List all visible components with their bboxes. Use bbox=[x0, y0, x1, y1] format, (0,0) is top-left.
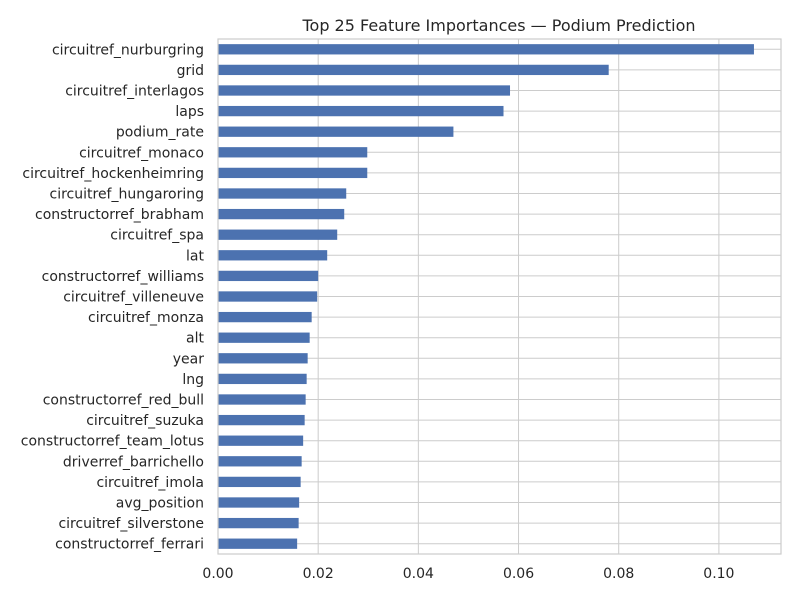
y-tick-label: alt bbox=[186, 331, 204, 347]
y-tick-label: constructorref_team_lotus bbox=[21, 434, 204, 450]
x-tick-label: 0.02 bbox=[303, 566, 334, 582]
bar-circuitref_monaco bbox=[218, 147, 368, 158]
bar-avg_position bbox=[218, 497, 300, 508]
x-tick-label: 0.08 bbox=[603, 566, 634, 582]
bars bbox=[218, 44, 754, 549]
bar-circuitref_villeneuve bbox=[218, 291, 318, 302]
y-tick-label: constructorref_williams bbox=[42, 269, 204, 285]
bar-grid bbox=[218, 64, 609, 76]
y-tick-label: year bbox=[173, 351, 204, 367]
bar-constructorref_brabham bbox=[218, 208, 345, 220]
bar-lng bbox=[218, 373, 307, 385]
y-tick-label: circuitref_interlagos bbox=[65, 84, 204, 100]
y-tick-label: circuitref_silverstone bbox=[58, 516, 204, 532]
x-tick-labels: 0.00 0.02 0.04 0.06 0.08 0.10 bbox=[202, 566, 734, 582]
bar-circuitref_hungaroring bbox=[218, 188, 347, 199]
bar-circuitref_silverstone bbox=[218, 517, 299, 529]
y-tick-label: circuitref_spa bbox=[110, 228, 204, 244]
y-tick-label: grid bbox=[177, 63, 204, 79]
y-tick-label: lng bbox=[182, 372, 204, 388]
y-tick-label: circuitref_hungaroring bbox=[50, 187, 204, 203]
chart-title: Top 25 Feature Importances — Podium Pred… bbox=[301, 16, 695, 35]
y-tick-label: podium_rate bbox=[116, 125, 204, 141]
x-tick-label: 0.06 bbox=[503, 566, 534, 582]
bar-year bbox=[218, 353, 308, 364]
bar-circuitref_hockenheimring bbox=[218, 167, 368, 179]
bar-driverref_barrichello bbox=[218, 456, 302, 467]
bar-circuitref_nurburgring bbox=[218, 44, 754, 55]
y-tick-label: circuitref_monaco bbox=[79, 145, 204, 161]
bar-constructorref_red_bull bbox=[218, 394, 306, 405]
plot-frame bbox=[217, 38, 782, 555]
y-tick-label: circuitref_nurburgring bbox=[52, 42, 204, 58]
y-tick-label: circuitref_monza bbox=[88, 310, 204, 326]
x-tick-label: 0.10 bbox=[703, 566, 734, 582]
bar-circuitref_monza bbox=[218, 311, 312, 323]
bar-circuitref_spa bbox=[218, 229, 338, 240]
y-tick-label: constructorref_brabham bbox=[35, 207, 204, 223]
y-tick-label: circuitref_villeneuve bbox=[63, 290, 204, 306]
y-tick-label: laps bbox=[175, 104, 204, 120]
y-tick-label: constructorref_ferrari bbox=[55, 537, 204, 553]
y-tick-label: constructorref_red_bull bbox=[43, 393, 204, 409]
bar-constructorref_ferrari bbox=[218, 538, 298, 549]
plot-border bbox=[217, 38, 782, 555]
bar-circuitref_imola bbox=[218, 476, 301, 488]
bar-lat bbox=[218, 250, 328, 261]
y-tick-label: circuitref_imola bbox=[96, 475, 204, 491]
y-tick-label: driverref_barrichello bbox=[63, 454, 204, 470]
bar-podium_rate bbox=[218, 126, 454, 137]
bar-laps bbox=[218, 105, 504, 117]
bar-circuitref_suzuka bbox=[218, 414, 305, 426]
bar-alt bbox=[218, 332, 310, 343]
x-tick-label: 0.04 bbox=[403, 566, 434, 582]
y-tick-label: circuitref_hockenheimring bbox=[22, 166, 204, 182]
y-tick-label: lat bbox=[186, 248, 204, 264]
bar-constructorref_williams bbox=[218, 270, 319, 282]
y-tick-label: circuitref_suzuka bbox=[86, 413, 204, 429]
x-tick-label: 0.00 bbox=[202, 566, 233, 582]
y-tick-label: avg_position bbox=[116, 496, 204, 512]
bar-constructorref_team_lotus bbox=[218, 435, 304, 446]
bar-circuitref_interlagos bbox=[218, 85, 511, 96]
